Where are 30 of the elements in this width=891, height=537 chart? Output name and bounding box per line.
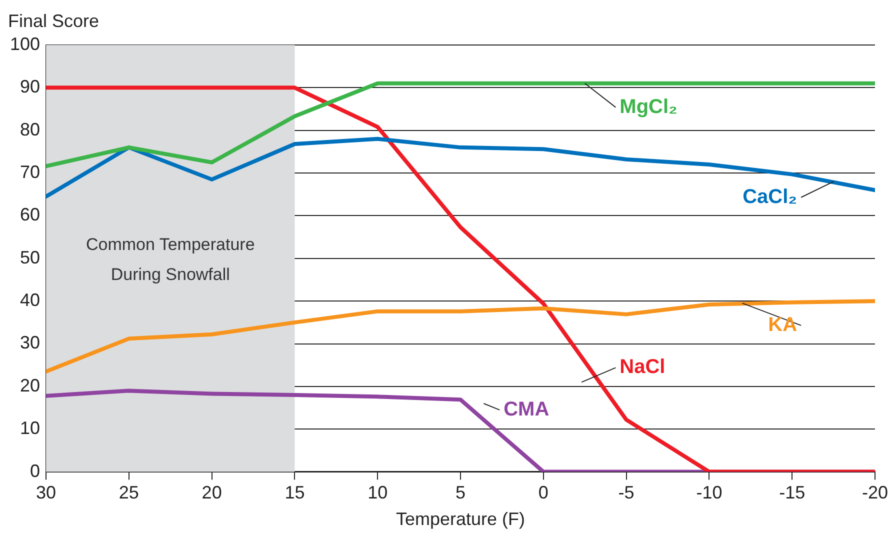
y-tick-label: 70 (20, 162, 40, 182)
x-axis-title: Temperature (F) (396, 509, 526, 530)
x-tick-label: 15 (284, 482, 305, 503)
series-label: NaCl (620, 356, 666, 378)
series-label: CaCl₂ (742, 186, 798, 208)
x-tick-label: 25 (118, 482, 139, 503)
x-tick-label: -20 (862, 482, 888, 503)
y-axis-title: Final Score (8, 10, 100, 31)
series-label: KA (768, 314, 798, 336)
x-tick-label: 0 (538, 482, 548, 503)
y-tick-label: 90 (20, 76, 40, 97)
x-tick-label: 10 (368, 482, 388, 503)
y-tick-label: 80 (20, 119, 40, 140)
y-tick-label: 60 (20, 204, 40, 225)
y-tick-label: 0 (30, 460, 40, 481)
y-tick-label: 40 (20, 290, 40, 310)
series-label: MgCl₂ (620, 96, 678, 118)
y-tick-label: 50 (20, 247, 40, 268)
y-tick-label: 30 (20, 332, 40, 353)
band-label: Common Temperature During Snowfall (86, 234, 255, 284)
y-tick-label: 10 (20, 418, 40, 438)
x-tick-label: 30 (36, 482, 56, 503)
x-tick-label: -5 (618, 482, 634, 503)
x-tick-label: 5 (456, 482, 466, 503)
y-tick-label: 100 (10, 34, 40, 54)
x-tick-label: -10 (696, 482, 722, 503)
series-label: CMA (504, 398, 550, 420)
y-tick-label: 20 (20, 375, 40, 396)
x-tick-label: -15 (779, 482, 806, 503)
x-tick-label: 20 (202, 482, 222, 503)
